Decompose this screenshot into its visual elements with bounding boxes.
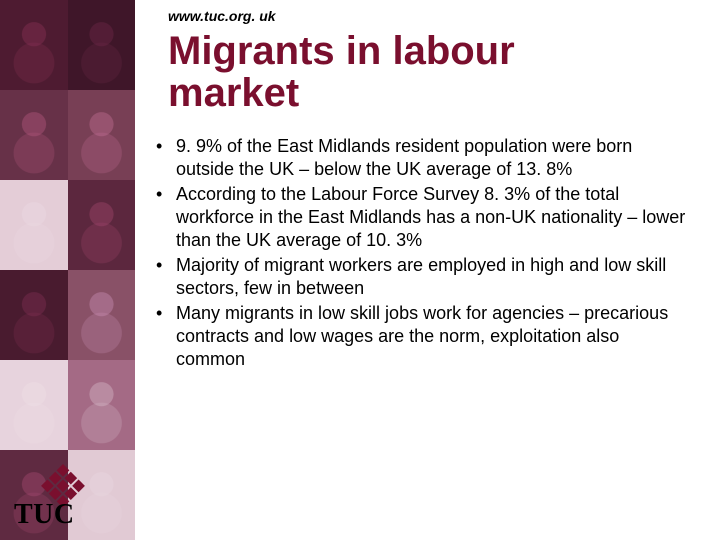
bullet-list: 9. 9% of the East Midlands resident popu… (150, 135, 690, 373)
slide-title: Migrants in labour market (168, 30, 515, 114)
photo-sidebar (0, 0, 135, 540)
bullet-item: Majority of migrant workers are employed… (150, 254, 690, 300)
title-line-2: market (168, 71, 299, 115)
tuc-logo: TUC (14, 475, 124, 530)
header-url: www.tuc.org. uk (168, 8, 276, 24)
bullet-item: 9. 9% of the East Midlands resident popu… (150, 135, 690, 181)
bullet-item: According to the Labour Force Survey 8. … (150, 183, 690, 252)
bullet-item: Many migrants in low skill jobs work for… (150, 302, 690, 371)
logo-text: TUC (14, 499, 75, 531)
title-line-1: Migrants in labour (168, 29, 515, 73)
